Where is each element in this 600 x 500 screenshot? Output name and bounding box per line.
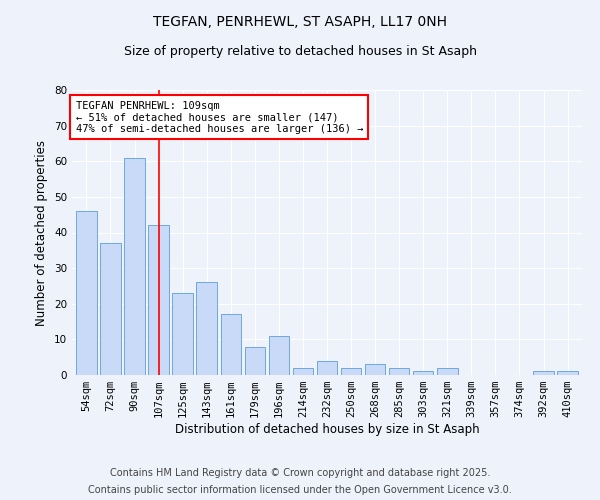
Bar xyxy=(293,368,313,375)
Bar xyxy=(148,226,169,375)
Bar xyxy=(124,158,145,375)
Y-axis label: Number of detached properties: Number of detached properties xyxy=(35,140,49,326)
Bar xyxy=(245,346,265,375)
Bar xyxy=(389,368,409,375)
Bar xyxy=(365,364,385,375)
Bar xyxy=(221,314,241,375)
Text: TEGFAN PENRHEWL: 109sqm
← 51% of detached houses are smaller (147)
47% of semi-d: TEGFAN PENRHEWL: 109sqm ← 51% of detache… xyxy=(76,100,363,134)
Bar xyxy=(341,368,361,375)
Bar xyxy=(413,372,433,375)
Text: Size of property relative to detached houses in St Asaph: Size of property relative to detached ho… xyxy=(124,45,476,58)
Bar xyxy=(100,243,121,375)
Bar xyxy=(172,293,193,375)
Bar xyxy=(557,372,578,375)
Text: Contains public sector information licensed under the Open Government Licence v3: Contains public sector information licen… xyxy=(88,485,512,495)
Bar xyxy=(317,361,337,375)
Bar xyxy=(76,211,97,375)
Bar xyxy=(437,368,458,375)
X-axis label: Distribution of detached houses by size in St Asaph: Distribution of detached houses by size … xyxy=(175,423,479,436)
Bar xyxy=(269,336,289,375)
Text: TEGFAN, PENRHEWL, ST ASAPH, LL17 0NH: TEGFAN, PENRHEWL, ST ASAPH, LL17 0NH xyxy=(153,15,447,29)
Bar xyxy=(533,372,554,375)
Text: Contains HM Land Registry data © Crown copyright and database right 2025.: Contains HM Land Registry data © Crown c… xyxy=(110,468,490,477)
Bar xyxy=(196,282,217,375)
